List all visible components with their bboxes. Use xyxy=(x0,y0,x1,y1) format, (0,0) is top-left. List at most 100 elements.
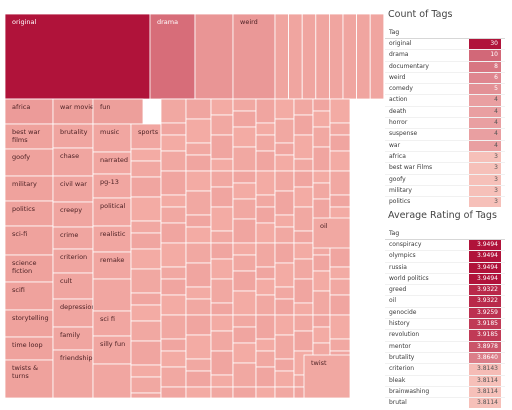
treemap-cell[interactable] xyxy=(92,363,132,399)
treemap-cell[interactable] xyxy=(185,286,212,300)
treemap-cell-politics[interactable] xyxy=(4,200,54,227)
treemap-cell-political[interactable] xyxy=(92,197,132,227)
treemap-cell[interactable] xyxy=(255,278,276,296)
treemap-cell[interactable] xyxy=(293,186,314,208)
treemap-cell[interactable] xyxy=(255,206,276,224)
treemap-cell[interactable] xyxy=(185,314,212,336)
treemap-cell[interactable] xyxy=(293,114,314,136)
count-table-row[interactable]: death 4 xyxy=(385,105,505,118)
treemap-cell-friendship[interactable] xyxy=(52,349,94,399)
treemap-cell[interactable] xyxy=(160,222,187,244)
treemap-cell[interactable] xyxy=(315,13,330,100)
treemap-cell[interactable] xyxy=(293,242,314,260)
treemap-cell[interactable] xyxy=(130,364,162,378)
rating-table-row[interactable]: genocide 3.9259 xyxy=(385,306,505,319)
treemap-cell[interactable] xyxy=(293,170,314,188)
treemap-cell[interactable] xyxy=(312,98,331,112)
treemap-cell-music[interactable] xyxy=(92,123,132,153)
treemap-cell[interactable] xyxy=(160,350,187,368)
treemap-cell[interactable] xyxy=(293,302,314,316)
count-table-row[interactable]: comedy 5 xyxy=(385,83,505,95)
treemap-cell[interactable] xyxy=(255,314,276,340)
treemap-cell[interactable] xyxy=(185,190,212,216)
treemap-cell[interactable] xyxy=(160,150,187,172)
treemap-cell-weird[interactable] xyxy=(232,13,276,100)
treemap-cell[interactable] xyxy=(232,254,257,272)
treemap-cell[interactable] xyxy=(293,98,314,116)
treemap-cell-sci-fi[interactable] xyxy=(4,225,54,256)
treemap-cell[interactable] xyxy=(160,122,187,136)
treemap-cell[interactable] xyxy=(232,110,257,128)
treemap-cell[interactable] xyxy=(185,170,212,192)
treemap-cell[interactable] xyxy=(160,266,187,280)
treemap-cell[interactable] xyxy=(130,376,162,394)
count-table-row[interactable]: weird 6 xyxy=(385,71,505,84)
treemap-cell[interactable] xyxy=(255,134,276,152)
count-table-row[interactable]: goofy 3 xyxy=(385,173,505,185)
rating-table-row[interactable]: conspiracy 3.9494 xyxy=(385,240,505,251)
treemap-cell[interactable] xyxy=(185,142,212,156)
treemap-cell[interactable] xyxy=(130,148,162,162)
treemap-cell[interactable] xyxy=(274,358,295,372)
treemap-cell[interactable] xyxy=(312,198,331,220)
treemap-cell[interactable] xyxy=(210,278,234,304)
count-table-row[interactable]: action 4 xyxy=(385,94,505,106)
rating-table-row[interactable]: oil 3.9322 xyxy=(385,295,505,307)
treemap-cell[interactable] xyxy=(232,146,257,172)
treemap-cell[interactable] xyxy=(130,392,162,399)
treemap-cell[interactable] xyxy=(255,266,276,280)
treemap-cell[interactable] xyxy=(274,314,295,336)
rating-table-row[interactable]: brutality 3.8640 xyxy=(385,351,505,364)
treemap-cell[interactable] xyxy=(255,150,276,172)
count-table-row[interactable]: original 30 xyxy=(385,39,505,50)
treemap-cell[interactable] xyxy=(185,262,212,288)
treemap-cell[interactable] xyxy=(255,350,276,368)
treemap-cell[interactable] xyxy=(160,242,187,268)
treemap-cell[interactable] xyxy=(329,98,351,124)
treemap-cell-chase[interactable] xyxy=(52,147,94,177)
treemap-cell[interactable] xyxy=(185,226,212,244)
treemap-cell[interactable] xyxy=(185,98,212,120)
treemap-cell[interactable] xyxy=(210,330,234,352)
treemap-cell[interactable] xyxy=(274,298,295,316)
treemap-cell[interactable] xyxy=(329,134,351,152)
count-table-row[interactable]: war 4 xyxy=(385,139,505,151)
treemap-cell[interactable] xyxy=(301,13,317,100)
treemap-cell[interactable] xyxy=(130,248,162,270)
treemap-cell[interactable] xyxy=(274,170,295,192)
treemap-cell-original[interactable] xyxy=(4,13,151,100)
treemap-cell[interactable] xyxy=(130,232,162,250)
rating-table-row[interactable]: revolution 3.9185 xyxy=(385,329,505,341)
treemap-cell[interactable] xyxy=(160,314,187,340)
treemap-cell[interactable] xyxy=(232,326,257,344)
treemap-cell-drama[interactable] xyxy=(149,13,196,100)
treemap-cell[interactable] xyxy=(274,262,295,288)
treemap-cell[interactable] xyxy=(160,278,187,296)
treemap-cell[interactable] xyxy=(293,330,314,352)
treemap-cell[interactable] xyxy=(232,98,257,112)
treemap-cell[interactable] xyxy=(232,290,257,316)
count-table-row[interactable]: documentary 8 xyxy=(385,60,505,72)
treemap-cell[interactable] xyxy=(232,270,257,292)
treemap-cell[interactable] xyxy=(255,386,276,399)
rating-table-row[interactable]: greed 3.9322 xyxy=(385,284,505,296)
treemap-cell[interactable] xyxy=(185,334,212,360)
treemap-cell[interactable] xyxy=(130,196,162,222)
treemap-cell[interactable] xyxy=(255,242,276,268)
count-table-row[interactable]: best war Films 3 xyxy=(385,162,505,174)
treemap-cell[interactable] xyxy=(185,386,212,399)
treemap-cell[interactable] xyxy=(130,292,162,306)
treemap-cell[interactable] xyxy=(210,134,234,160)
treemap-cell[interactable] xyxy=(342,13,358,100)
treemap-cell[interactable] xyxy=(210,242,234,260)
treemap-cell[interactable] xyxy=(274,386,295,399)
treemap-cell[interactable] xyxy=(312,126,331,148)
treemap-cell[interactable] xyxy=(92,278,132,312)
treemap-cell[interactable] xyxy=(274,118,295,144)
treemap-cell[interactable] xyxy=(160,170,187,196)
treemap-cell[interactable] xyxy=(160,194,187,208)
treemap-cell[interactable] xyxy=(274,13,290,100)
treemap-cell[interactable] xyxy=(274,334,295,360)
treemap-cell[interactable] xyxy=(185,358,212,372)
treemap-cell[interactable] xyxy=(312,270,331,292)
